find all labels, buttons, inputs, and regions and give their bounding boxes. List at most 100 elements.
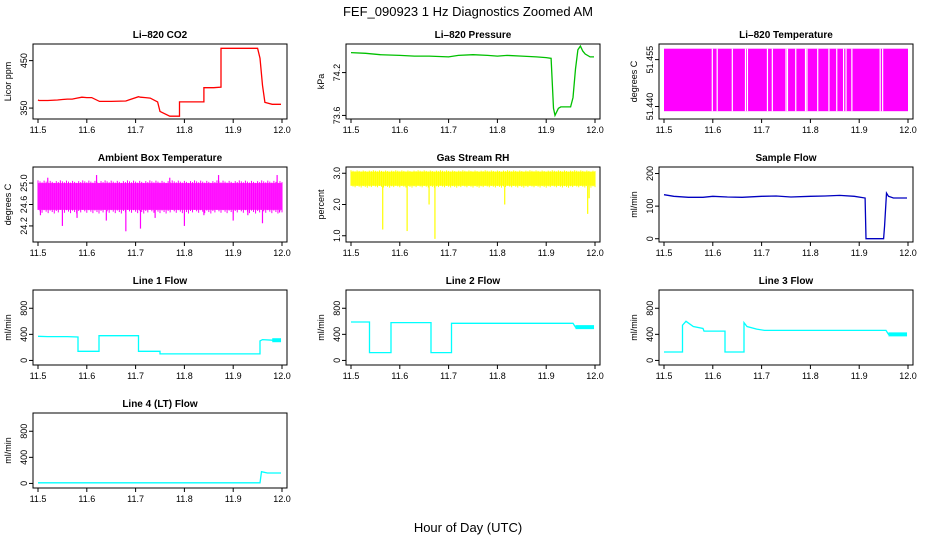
y-tick-label: 400 bbox=[19, 327, 29, 342]
y-tick-label: 24.6 bbox=[19, 196, 29, 214]
x-tick-label: 11.9 bbox=[538, 248, 555, 258]
plot-frame bbox=[658, 166, 914, 243]
x-tick-label: 11.7 bbox=[127, 248, 144, 258]
y-tick-label: 400 bbox=[332, 327, 342, 342]
x-tick-label: 11.5 bbox=[656, 371, 673, 381]
y-axis-label: degrees C bbox=[3, 183, 13, 225]
series-group bbox=[663, 191, 907, 240]
chart-title: Li–820 Pressure bbox=[435, 30, 512, 41]
x-tick-label: 12.0 bbox=[899, 371, 917, 381]
plot-frame bbox=[658, 43, 914, 120]
series-line bbox=[350, 44, 594, 118]
y-tick-label: 800 bbox=[645, 301, 655, 316]
x-tick-label: 11.7 bbox=[127, 371, 144, 381]
x-tick-label: 11.6 bbox=[704, 248, 721, 258]
x-tick-label: 11.9 bbox=[225, 248, 242, 258]
y-axis-label: degrees C bbox=[629, 60, 639, 102]
x-tick-label: 11.9 bbox=[225, 371, 242, 381]
x-tick-label: 12.0 bbox=[273, 371, 291, 381]
x-tick-label: 11.7 bbox=[440, 248, 457, 258]
plot-frame bbox=[345, 43, 601, 120]
x-tick-label: 11.9 bbox=[225, 494, 242, 504]
y-tick-label: 100 bbox=[645, 199, 655, 214]
series-line bbox=[663, 191, 907, 240]
x-tick-label: 11.8 bbox=[489, 248, 506, 258]
chart-title: Sample Flow bbox=[755, 153, 816, 164]
y-tick-label: 800 bbox=[19, 301, 29, 316]
chart-title: Line 4 (LT) Flow bbox=[122, 399, 198, 410]
figure-xlabel: Hour of Day (UTC) bbox=[414, 520, 522, 535]
x-tick-label: 11.5 bbox=[30, 371, 47, 381]
y-tick-label: 25.0 bbox=[19, 174, 29, 192]
x-tick-label: 12.0 bbox=[586, 125, 604, 135]
x-tick-label: 11.5 bbox=[30, 248, 47, 258]
x-tick-label: 11.7 bbox=[753, 371, 770, 381]
x-tick-label: 12.0 bbox=[899, 125, 917, 135]
y-tick-label: 0 bbox=[645, 236, 655, 241]
panels-container: Li–820 CO2 Licor ppm 11.5 11.6 11.7 11.8 11.9 1… bbox=[3, 30, 917, 504]
y-tick-label: 51.440 bbox=[645, 93, 655, 121]
series-group bbox=[350, 170, 596, 239]
x-tick-label: 11.8 bbox=[802, 125, 819, 135]
x-tick-label: 12.0 bbox=[586, 248, 604, 258]
x-tick-label: 12.0 bbox=[273, 248, 291, 258]
chart-panel-2: Li–820 Pressure kPa 11.5 11.6 11.7 11.8 11.9 12… bbox=[316, 30, 604, 135]
x-tick-label: 11.9 bbox=[851, 125, 868, 135]
y-axis-label: ml/min bbox=[3, 437, 13, 464]
x-tick-label: 11.9 bbox=[851, 248, 868, 258]
x-tick-label: 11.6 bbox=[391, 371, 408, 381]
y-tick-label: 350 bbox=[19, 101, 29, 116]
series-group bbox=[37, 47, 281, 117]
y-tick-label: 24.2 bbox=[19, 217, 29, 235]
x-tick-label: 11.7 bbox=[753, 125, 770, 135]
x-tick-label: 11.6 bbox=[78, 494, 95, 504]
y-axis-label: Licor ppm bbox=[3, 62, 13, 102]
x-tick-label: 11.5 bbox=[343, 125, 360, 135]
y-tick-label: 800 bbox=[19, 424, 29, 439]
chart-title: Line 1 Flow bbox=[133, 276, 188, 287]
x-tick-label: 12.0 bbox=[899, 248, 917, 258]
y-tick-label: 74.2 bbox=[332, 64, 342, 82]
x-tick-label: 11.9 bbox=[538, 125, 555, 135]
x-tick-label: 11.7 bbox=[440, 125, 457, 135]
chart-panel-4: Ambient Box Temperature degrees C 11.5 11.6… bbox=[3, 153, 291, 258]
series-group bbox=[664, 48, 908, 112]
x-tick-label: 11.5 bbox=[343, 371, 360, 381]
x-tick-label: 11.8 bbox=[176, 248, 193, 258]
series-line bbox=[351, 321, 594, 354]
x-tick-label: 11.8 bbox=[176, 371, 193, 381]
chart-title: Gas Stream RH bbox=[437, 153, 510, 164]
x-tick-label: 11.7 bbox=[440, 371, 457, 381]
y-axis-label: ml/min bbox=[3, 314, 13, 341]
y-tick-label: 3.0 bbox=[332, 167, 342, 180]
x-tick-label: 11.6 bbox=[391, 248, 408, 258]
y-axis-label: ml/min bbox=[629, 314, 639, 341]
x-tick-label: 11.6 bbox=[78, 248, 95, 258]
chart-title: Li–820 CO2 bbox=[133, 30, 188, 41]
x-tick-label: 11.5 bbox=[30, 494, 47, 504]
plot-frame bbox=[32, 43, 288, 120]
x-tick-label: 11.5 bbox=[30, 125, 47, 135]
x-tick-label: 12.0 bbox=[273, 125, 291, 135]
x-tick-label: 11.8 bbox=[802, 371, 819, 381]
y-tick-label: 800 bbox=[332, 301, 342, 316]
y-tick-label: 0 bbox=[19, 481, 29, 486]
y-tick-label: 0 bbox=[645, 358, 655, 363]
y-tick-label: 400 bbox=[19, 450, 29, 465]
chart-panel-9: Line 3 Flow ml/min 11.5 11.6 11.7 11.8 11.9 12.… bbox=[629, 276, 917, 381]
chart-panel-3: Li–820 Temperature degrees C 11.5 11.6 11.7 1… bbox=[629, 30, 917, 135]
x-tick-label: 11.7 bbox=[127, 125, 144, 135]
plot-frame bbox=[345, 289, 601, 366]
series-group bbox=[664, 320, 908, 353]
chart-title: Line 3 Flow bbox=[759, 276, 814, 287]
y-tick-label: 1.0 bbox=[332, 229, 342, 242]
y-axis-label: ml/min bbox=[629, 191, 639, 218]
x-tick-label: 11.5 bbox=[343, 248, 360, 258]
x-tick-label: 11.6 bbox=[704, 371, 721, 381]
series-line bbox=[38, 470, 281, 484]
series-line bbox=[37, 47, 281, 117]
y-axis-label: kPa bbox=[316, 74, 326, 90]
x-tick-label: 11.6 bbox=[78, 125, 95, 135]
chart-panel-10: Line 4 (LT) Flow ml/min 11.5 11.6 11.7 11.8 11… bbox=[3, 399, 291, 504]
